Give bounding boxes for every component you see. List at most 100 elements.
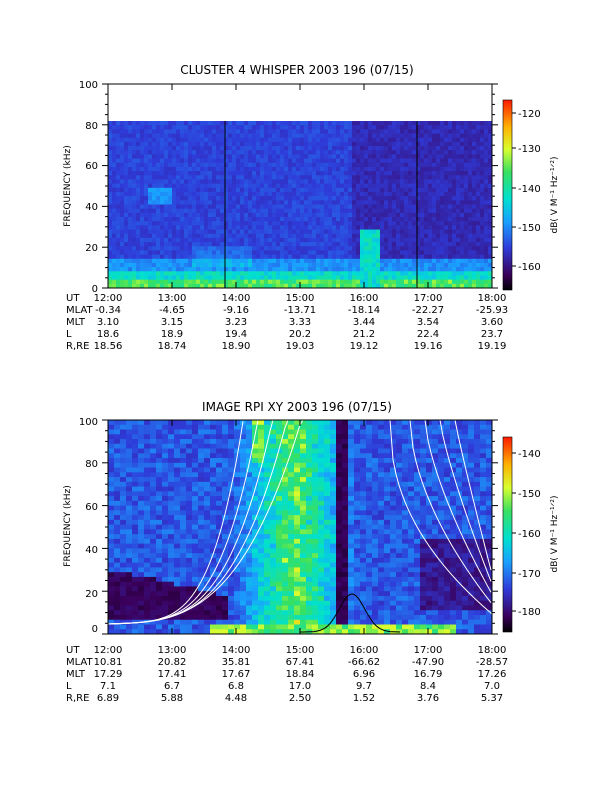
heat-cell — [404, 184, 408, 189]
ephemeris-value: -18.14 — [348, 305, 380, 316]
heat-cell — [384, 167, 388, 172]
heat-cell — [472, 125, 476, 130]
heat-cell — [420, 213, 424, 218]
heat-cell — [248, 234, 252, 239]
heat-cell — [468, 159, 472, 164]
heat-cell — [160, 221, 164, 226]
heat-cell — [138, 544, 144, 549]
heat-cell — [480, 163, 484, 168]
heat-cell — [180, 150, 184, 155]
heat-cell — [222, 591, 228, 596]
heat-cell — [412, 134, 416, 139]
heat-cell — [320, 175, 324, 180]
heat-cell — [162, 572, 168, 577]
heat-cell — [484, 209, 488, 214]
heat-cell — [138, 582, 144, 587]
heat-cell — [472, 121, 476, 126]
heat-cell — [116, 267, 120, 272]
heat-cell — [222, 496, 228, 501]
heat-cell — [252, 263, 256, 268]
heat-cell — [396, 271, 400, 276]
heat-cell — [384, 242, 388, 247]
heat-cell — [198, 520, 204, 525]
heat-cell — [150, 520, 156, 525]
heat-cell — [448, 234, 452, 239]
heat-cell — [308, 246, 312, 251]
heat-cell — [292, 129, 296, 134]
heat-cell — [192, 501, 198, 506]
heat-cell — [464, 209, 468, 214]
heat-cell — [160, 171, 164, 176]
heat-cell — [126, 482, 132, 487]
heat-cell — [192, 449, 198, 454]
heat-cell — [336, 175, 340, 180]
heat-cell — [348, 225, 352, 230]
heat-cell — [120, 230, 124, 235]
heat-cell — [456, 213, 460, 218]
heat-cell — [114, 567, 120, 572]
heat-cell — [472, 246, 476, 251]
heat-cell — [304, 121, 308, 126]
heat-cell — [144, 225, 148, 230]
heat-cell — [300, 275, 304, 280]
heat-cell — [232, 246, 236, 251]
heat-cell — [108, 539, 114, 544]
heat-cell — [312, 250, 316, 255]
heat-cell — [320, 230, 324, 235]
heat-cell — [448, 225, 452, 230]
heat-cell — [220, 129, 224, 134]
heat-cell — [240, 425, 246, 430]
heat-cell — [176, 271, 180, 276]
heat-cell — [336, 275, 340, 280]
heat-cell — [268, 217, 272, 222]
heat-cell — [176, 250, 180, 255]
heat-cell — [320, 250, 324, 255]
heat-cell — [112, 188, 116, 193]
heat-cell — [364, 271, 368, 276]
heat-cell — [168, 167, 172, 172]
heat-cell — [168, 605, 174, 610]
heat-cell — [184, 250, 188, 255]
heat-cell — [138, 563, 144, 568]
heat-cell — [484, 196, 488, 201]
heat-cell — [188, 146, 192, 151]
heat-cell — [200, 225, 204, 230]
heat-cell — [260, 159, 264, 164]
heat-cell — [108, 624, 114, 629]
heat-cell — [148, 125, 152, 130]
heat-cell — [222, 605, 228, 610]
heat-cell — [212, 275, 216, 280]
heat-cell — [116, 259, 120, 264]
ephemeris-value: 19.16 — [414, 341, 443, 352]
heat-cell — [126, 472, 132, 477]
heat-cell — [138, 468, 144, 473]
heat-cell — [108, 458, 114, 463]
heat-cell — [452, 238, 456, 243]
heat-cell — [468, 196, 472, 201]
heat-cell — [396, 154, 400, 159]
heat-cell — [204, 242, 208, 247]
heat-cell — [356, 134, 360, 139]
heat-cell — [156, 430, 162, 435]
heat-cell — [260, 167, 264, 172]
heat-cell — [464, 159, 468, 164]
heat-cell — [144, 577, 150, 582]
heat-cell — [364, 238, 368, 243]
heat-cell — [388, 167, 392, 172]
heat-cell — [440, 163, 444, 168]
heat-cell — [420, 154, 424, 159]
heat-cell — [138, 472, 144, 477]
heat-cell — [108, 582, 114, 587]
heat-cell — [264, 129, 268, 134]
heat-cell — [240, 238, 244, 243]
heat-cell — [372, 213, 376, 218]
heat-cell — [144, 163, 148, 168]
heat-cell — [256, 221, 260, 226]
heat-cell — [114, 487, 120, 492]
heat-cell — [460, 154, 464, 159]
heat-cell — [180, 200, 184, 205]
heat-cell — [114, 582, 120, 587]
heat-cell — [172, 242, 176, 247]
heat-cell — [180, 205, 184, 210]
heat-cell — [452, 280, 456, 285]
